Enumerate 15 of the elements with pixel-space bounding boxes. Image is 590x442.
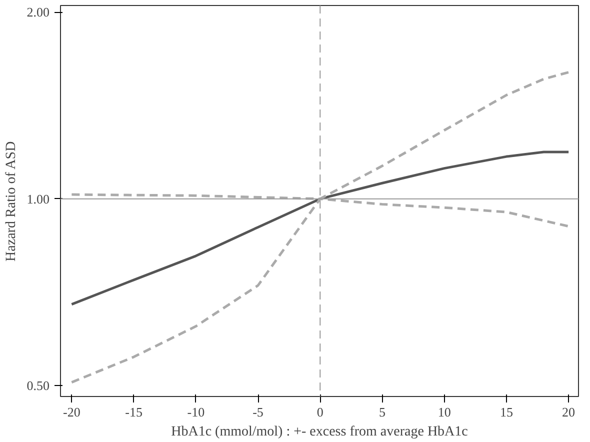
x-tick-label: 0 xyxy=(316,404,324,420)
y-tick-label: 0.50 xyxy=(26,378,50,394)
x-tick-label: -20 xyxy=(63,404,80,420)
x-tick-label: 15 xyxy=(500,404,513,420)
line-series xyxy=(70,150,570,306)
y-tick-label: 2.00 xyxy=(26,4,50,20)
x-tick-label: 5 xyxy=(378,404,386,420)
y-axis-title: Hazard Ratio of ASD xyxy=(4,141,19,262)
x-tick-label: -5 xyxy=(252,404,264,420)
x-tick-label: -15 xyxy=(125,404,142,420)
x-tick-label: 10 xyxy=(438,404,451,420)
y-tick-label: 1.00 xyxy=(26,191,50,206)
x-tick-label: 20 xyxy=(562,404,576,420)
x-tick-label: -10 xyxy=(187,404,205,420)
x-axis-title: HbA1c (mmol/mol) : +- excess from average HbA1c xyxy=(171,424,468,440)
